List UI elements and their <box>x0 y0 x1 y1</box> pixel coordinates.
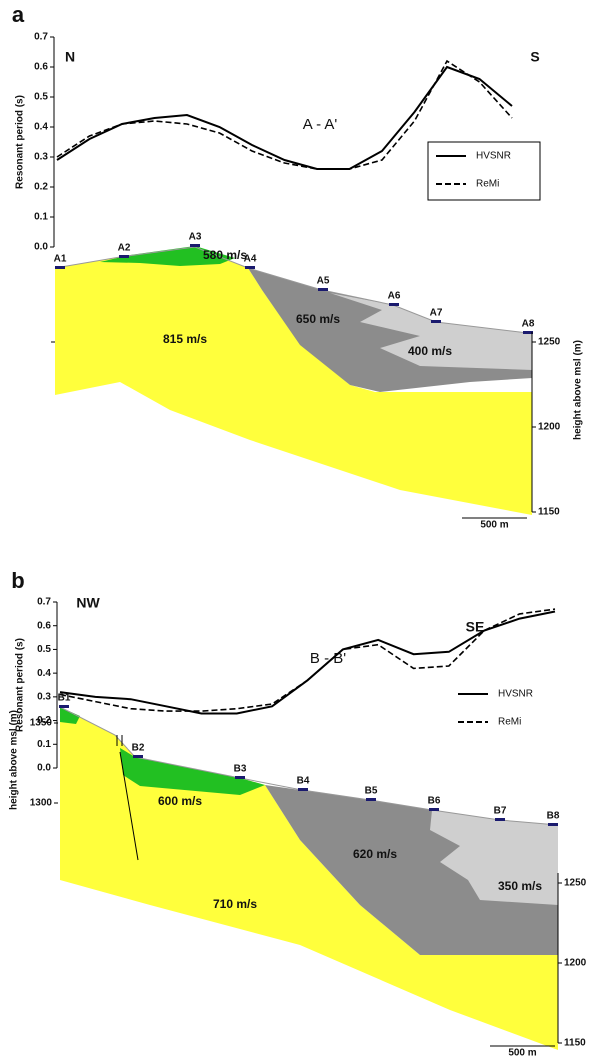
elevation-tick-label: 1200 <box>538 422 561 433</box>
y-tick-label: 0.7 <box>34 32 48 43</box>
direction-label: SE <box>466 619 485 635</box>
section-b-geology <box>59 706 559 1050</box>
station-label: B5 <box>365 786 378 797</box>
legend-frame <box>427 141 541 201</box>
elevation-tick-label: 1150 <box>538 507 560 518</box>
legend-label: HVSNR <box>498 689 533 700</box>
legend-label: HVSNR <box>476 151 511 162</box>
elevation-tick-label: 1350 <box>30 718 53 729</box>
y-tick-label: 0.1 <box>34 212 48 223</box>
station-label: B7 <box>494 806 507 817</box>
legend-label: ReMi <box>476 179 499 190</box>
y-axis-label: Resonant period (s) <box>15 638 26 732</box>
y-tick-label: 0.3 <box>34 152 48 163</box>
velocity-label: 580 m/s <box>203 248 247 262</box>
elevation-axis-label: height above msl (m) <box>9 710 20 810</box>
elevation-tick-label: 1250 <box>564 878 587 889</box>
station-marker <box>318 288 328 291</box>
station-label: A3 <box>189 232 202 243</box>
y-tick-label: 0.4 <box>37 668 51 679</box>
station-label: A7 <box>430 308 443 319</box>
station-label: B1 <box>58 693 71 704</box>
station-label: B3 <box>234 764 247 775</box>
station-marker <box>59 705 69 708</box>
velocity-label: 650 m/s <box>296 312 340 326</box>
station-label: A6 <box>388 291 401 302</box>
station-label: A4 <box>244 254 257 265</box>
station-marker <box>55 266 65 269</box>
station-marker <box>245 266 255 269</box>
station-marker <box>389 303 399 306</box>
station-marker <box>298 788 308 791</box>
y-tick-label: 0.6 <box>37 620 51 631</box>
y-tick-label: 0.0 <box>34 242 48 253</box>
station-label: A2 <box>118 243 131 254</box>
velocity-label: 710 m/s <box>213 897 257 911</box>
station-marker <box>190 244 200 247</box>
chart-title: A - A' <box>303 116 338 133</box>
data-line <box>56 59 513 170</box>
y-tick-label: 0.5 <box>34 92 48 103</box>
station-marker <box>429 808 439 811</box>
y-tick-label: 0.7 <box>37 597 51 608</box>
velocity-label: 600 m/s <box>158 794 202 808</box>
y-tick-label: 0.3 <box>37 691 51 702</box>
station-marker <box>119 255 129 258</box>
station-marker <box>495 818 505 821</box>
section-a-geology <box>54 246 532 515</box>
y-axis-label: Resonant period (s) <box>15 95 26 189</box>
y-tick-label: 0.2 <box>37 715 51 726</box>
y-tick-label: 0.2 <box>34 182 48 193</box>
panel-label: a <box>12 2 25 27</box>
data-line <box>56 65 513 170</box>
elevation-tick-label: 1150 <box>564 1038 586 1049</box>
elevation-tick-label: 1300 <box>30 798 53 809</box>
station-label: A5 <box>317 276 330 287</box>
velocity-label: 620 m/s <box>353 847 397 861</box>
direction-label: NW <box>76 595 100 611</box>
station-label: B2 <box>132 743 145 754</box>
station-marker <box>548 823 558 826</box>
y-tick-label: 0.6 <box>34 62 48 73</box>
direction-label: N <box>65 49 75 65</box>
scale-bar-label: 500 m <box>480 520 508 531</box>
elevation-tick-label: 1200 <box>564 958 587 969</box>
station-label: A1 <box>54 254 67 265</box>
y-tick-label: 0.4 <box>34 122 48 133</box>
station-label: B4 <box>297 776 310 787</box>
station-label: B8 <box>547 811 560 822</box>
velocity-label: 815 m/s <box>163 332 207 346</box>
velocity-label: 400 m/s <box>408 344 452 358</box>
y-tick-label: 0.5 <box>37 644 51 655</box>
station-marker <box>523 331 533 334</box>
y-tick-label: 0.1 <box>37 739 51 750</box>
y-tick-label: 0.0 <box>37 763 51 774</box>
scale-bar-label: 500 m <box>508 1048 536 1059</box>
station-marker <box>133 755 143 758</box>
station-marker <box>366 798 376 801</box>
direction-label: S <box>530 49 539 65</box>
legend-label: ReMi <box>498 717 521 728</box>
station-label: A8 <box>522 319 535 330</box>
station-marker <box>235 776 245 779</box>
station-label: B6 <box>428 796 441 807</box>
elevation-axis-label: height above msl (m) <box>573 340 584 440</box>
station-marker <box>431 320 441 323</box>
elevation-tick-label: 1250 <box>538 337 561 348</box>
panel-label: b <box>11 568 24 593</box>
velocity-label: 350 m/s <box>498 879 542 893</box>
data-line <box>59 608 556 712</box>
